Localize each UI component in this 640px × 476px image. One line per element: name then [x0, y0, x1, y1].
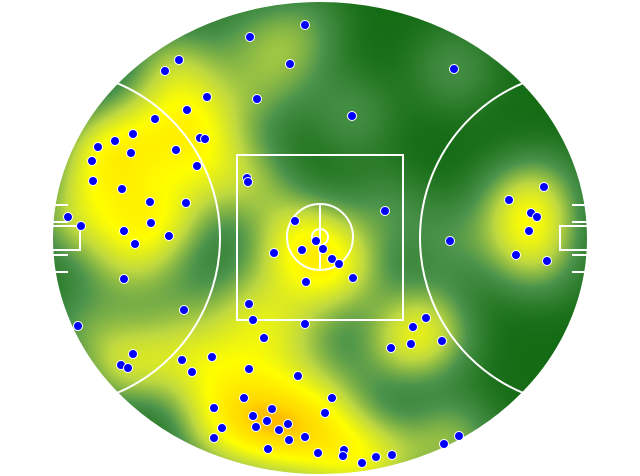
point: [187, 367, 197, 377]
point: [87, 156, 97, 166]
point: [301, 277, 311, 287]
point: [267, 404, 277, 414]
point: [252, 94, 262, 104]
point: [285, 59, 295, 69]
point: [406, 339, 416, 349]
point: [73, 321, 83, 331]
point: [209, 433, 219, 443]
point: [146, 218, 156, 228]
point: [380, 206, 390, 216]
point: [160, 66, 170, 76]
point: [88, 176, 98, 186]
point: [182, 105, 192, 115]
point: [371, 452, 381, 462]
point: [327, 254, 337, 264]
point: [445, 236, 455, 246]
point: [290, 216, 300, 226]
point: [145, 197, 155, 207]
point: [179, 305, 189, 315]
point: [128, 129, 138, 139]
point: [437, 336, 447, 346]
point: [126, 148, 136, 158]
point: [239, 393, 249, 403]
point: [454, 431, 464, 441]
point: [327, 393, 337, 403]
point: [119, 274, 129, 284]
point: [243, 177, 253, 187]
point: [164, 231, 174, 241]
point: [318, 244, 328, 254]
point: [300, 432, 310, 442]
point: [408, 322, 418, 332]
point: [200, 134, 210, 144]
point: [262, 416, 272, 426]
point: [209, 403, 219, 413]
goal-posts: [52, 204, 588, 273]
point: [217, 423, 227, 433]
point: [347, 111, 357, 121]
point: [542, 256, 552, 266]
point: [348, 273, 358, 283]
point: [334, 259, 344, 269]
centre-square: [236, 154, 404, 321]
point: [150, 114, 160, 124]
point: [117, 184, 127, 194]
point: [539, 182, 549, 192]
points: [63, 20, 552, 468]
point: [181, 198, 191, 208]
point: [297, 245, 307, 255]
point: [171, 145, 181, 155]
point: [119, 226, 129, 236]
point: [421, 313, 431, 323]
point: [300, 20, 310, 30]
point: [110, 136, 120, 146]
right-50-arc: [419, 69, 588, 407]
right-goal-square: [559, 225, 589, 251]
point: [386, 343, 396, 353]
point: [313, 448, 323, 458]
point: [177, 355, 187, 365]
point: [511, 250, 521, 260]
point: [192, 161, 202, 171]
point: [274, 425, 284, 435]
point: [284, 435, 294, 445]
point: [245, 32, 255, 42]
point: [269, 248, 279, 258]
left-50-arc: [52, 69, 221, 407]
point: [251, 422, 261, 432]
point: [93, 142, 103, 152]
point: [263, 444, 273, 454]
point: [76, 221, 86, 231]
point: [357, 458, 367, 468]
point: [248, 315, 258, 325]
left-goal-square: [51, 225, 81, 251]
point: [63, 212, 73, 222]
point: [130, 239, 140, 249]
point: [244, 299, 254, 309]
point: [504, 195, 514, 205]
point: [338, 451, 348, 461]
point: [207, 352, 217, 362]
point: [202, 92, 212, 102]
point: [248, 411, 258, 421]
point: [311, 236, 321, 246]
point: [439, 439, 449, 449]
point: [128, 349, 138, 359]
point: [259, 333, 269, 343]
point: [387, 450, 397, 460]
point: [524, 226, 534, 236]
point: [174, 55, 184, 65]
point: [123, 363, 133, 373]
point: [449, 64, 459, 74]
point: [300, 319, 310, 329]
point: [320, 408, 330, 418]
point: [244, 364, 254, 374]
arcs: [52, 69, 588, 407]
point: [283, 419, 293, 429]
point: [532, 212, 542, 222]
point: [293, 371, 303, 381]
